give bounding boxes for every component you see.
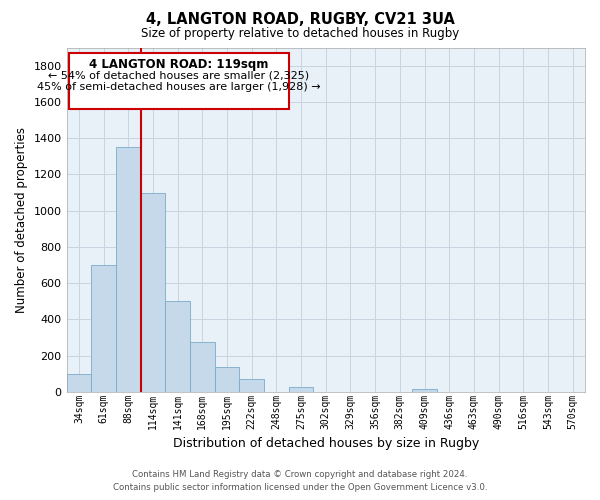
Text: 4 LANGTON ROAD: 119sqm: 4 LANGTON ROAD: 119sqm xyxy=(89,58,269,71)
Bar xyxy=(215,366,239,392)
Bar xyxy=(289,386,313,392)
Bar xyxy=(116,147,140,392)
Text: 45% of semi-detached houses are larger (1,928) →: 45% of semi-detached houses are larger (… xyxy=(37,82,320,92)
Y-axis label: Number of detached properties: Number of detached properties xyxy=(15,127,28,313)
Text: Size of property relative to detached houses in Rugby: Size of property relative to detached ho… xyxy=(141,28,459,40)
Bar xyxy=(67,374,91,392)
Text: 4, LANGTON ROAD, RUGBY, CV21 3UA: 4, LANGTON ROAD, RUGBY, CV21 3UA xyxy=(146,12,454,28)
Bar xyxy=(239,380,264,392)
FancyBboxPatch shape xyxy=(69,53,289,109)
X-axis label: Distribution of detached houses by size in Rugby: Distribution of detached houses by size … xyxy=(173,437,479,450)
Text: Contains HM Land Registry data © Crown copyright and database right 2024.
Contai: Contains HM Land Registry data © Crown c… xyxy=(113,470,487,492)
Bar xyxy=(165,302,190,392)
Text: ← 54% of detached houses are smaller (2,325): ← 54% of detached houses are smaller (2,… xyxy=(49,70,310,80)
Bar xyxy=(91,265,116,392)
Bar xyxy=(190,342,215,392)
Bar xyxy=(412,390,437,392)
Bar xyxy=(140,192,165,392)
